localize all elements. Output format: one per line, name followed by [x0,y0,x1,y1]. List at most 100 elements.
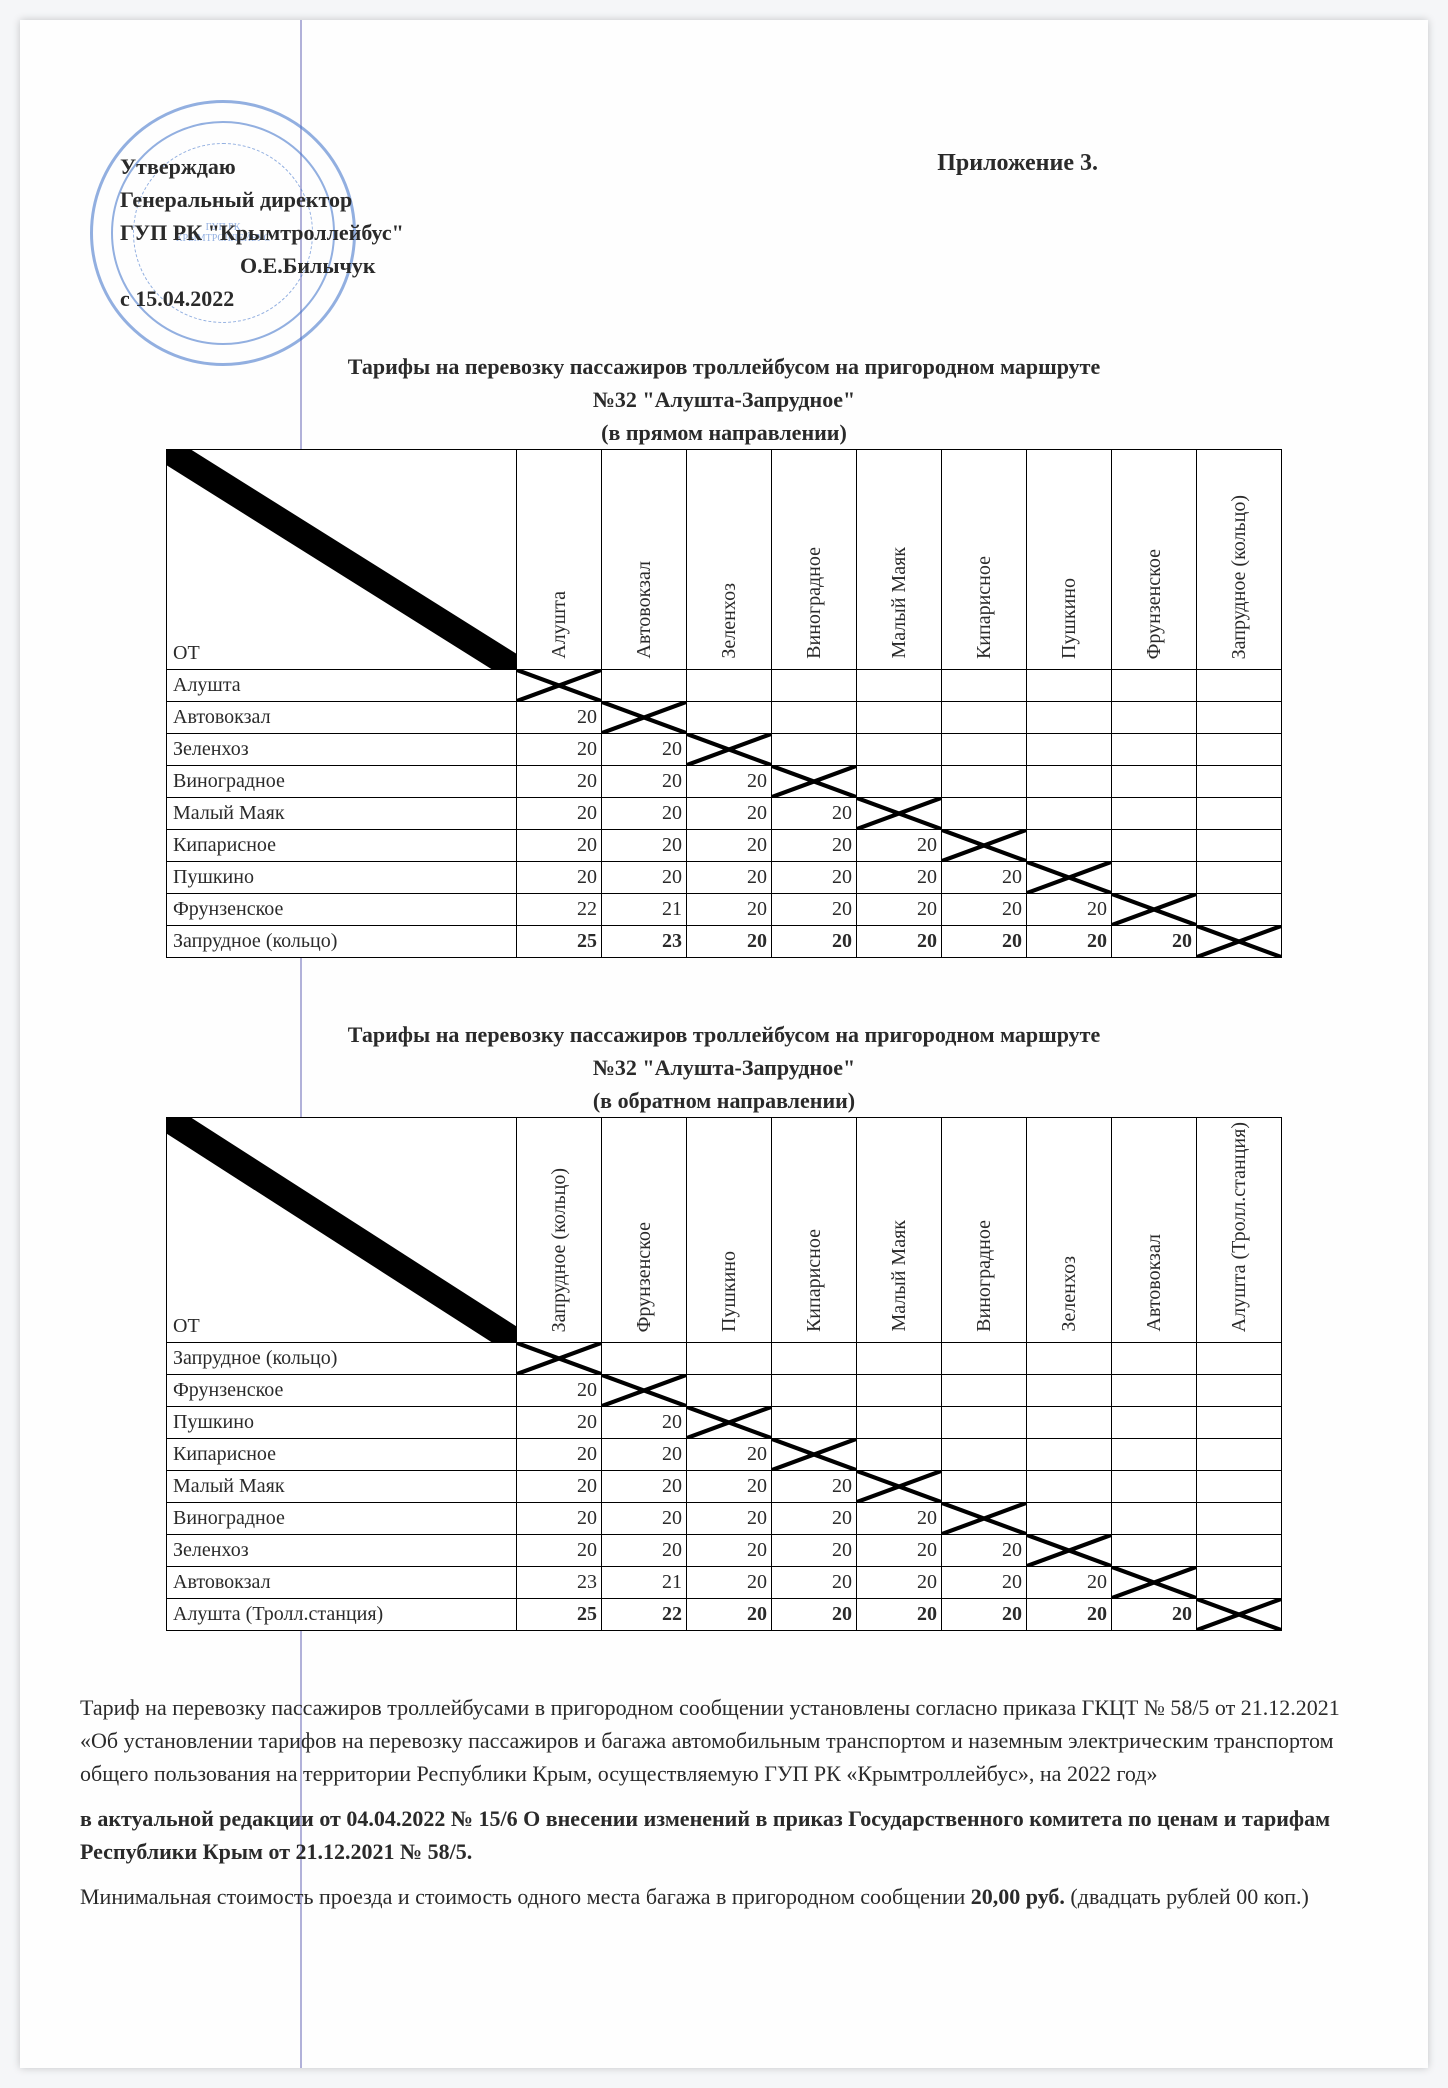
row-header: Виноградное [167,1503,517,1535]
table-row: Виноградное2020202020 [167,1503,1282,1535]
fare-cell: 20 [857,1599,942,1631]
fare-cell: 20 [602,1407,687,1439]
approval-line3: ГУП РК "Крымтроллейбус" [120,216,404,249]
fare-cell: 20 [772,1503,857,1535]
fare-cell: 20 [772,1567,857,1599]
table-row: Алушта (Тролл.станция)2522202020202020 [167,1599,1282,1631]
column-header: Автовокзал [1112,1118,1197,1343]
row-header: Фрунзенское [167,894,517,926]
fare-cell [602,1343,687,1375]
fare-cell: 20 [772,1535,857,1567]
fare-cell: 20 [687,862,772,894]
fare-cell [1027,1471,1112,1503]
fare-cell: 20 [602,830,687,862]
diagonal-cell [517,1343,602,1375]
footer-p2: в актуальной редакции от 04.04.2022 № 15… [80,1802,1368,1868]
fare-cell: 20 [517,1407,602,1439]
footer-p3: Минимальная стоимость проезда и стоимост… [80,1880,1368,1913]
approval-line2: Генеральный директор [120,183,404,216]
fare-cell [772,702,857,734]
approval-block: Утверждаю Генеральный директор ГУП РК "К… [120,150,404,315]
row-header: Фрунзенское [167,1375,517,1407]
fare-cell [772,1407,857,1439]
diagonal-cell [687,1407,772,1439]
fare-cell: 21 [602,1567,687,1599]
fare-cell: 20 [772,798,857,830]
fare-cell [1112,1471,1197,1503]
fare-cell: 20 [1112,926,1197,958]
fare-cell: 20 [517,1375,602,1407]
fare-cell: 20 [942,1535,1027,1567]
fare-cell [1112,1439,1197,1471]
fare-cell: 20 [687,1503,772,1535]
fare-cell [942,1407,1027,1439]
column-header: Кипарисное [772,1118,857,1343]
column-header: Фрунзенское [602,1118,687,1343]
fare-cell: 20 [602,1439,687,1471]
fare-cell: 20 [517,830,602,862]
fare-cell: 20 [602,1503,687,1535]
fare-cell: 20 [942,926,1027,958]
row-header: Автовокзал [167,1567,517,1599]
fare-cell: 20 [602,798,687,830]
fare-cell [1112,1407,1197,1439]
fare-cell [1027,798,1112,830]
row-header: Пушкино [167,862,517,894]
diagonal-cell [772,766,857,798]
fare-cell: 20 [772,1599,857,1631]
fare-cell [942,1439,1027,1471]
fare-cell [857,1439,942,1471]
fare-cell [1197,766,1282,798]
fare-cell [687,1375,772,1407]
fare-cell: 20 [772,830,857,862]
fare-cell: 20 [1027,926,1112,958]
fare-cell: 20 [857,830,942,862]
column-header: Запрудное (кольцо) [1197,450,1282,670]
corner-cell: ОТ [167,450,517,670]
approval-signer: О.Е.Билычук [120,249,404,282]
row-header: Малый Маяк [167,1471,517,1503]
fare-cell: 20 [687,894,772,926]
row-header: Зеленхоз [167,734,517,766]
fare-cell: 20 [517,1535,602,1567]
column-header: Пушкино [687,1118,772,1343]
fare-cell [1197,830,1282,862]
document-page: ГУП РККРЫМТРОЛЛЕЙБУС Приложение 3. Утвер… [20,20,1428,2068]
fare-cell: 20 [517,734,602,766]
fare-cell: 20 [687,798,772,830]
fare-cell: 20 [942,862,1027,894]
fare-cell [1112,862,1197,894]
fare-cell [857,734,942,766]
table-row: Виноградное202020 [167,766,1282,798]
table1-title-line3: (в прямом направлении) [80,416,1368,449]
diagonal-cell [1112,1567,1197,1599]
fare-cell [1197,862,1282,894]
fare-cell: 20 [687,830,772,862]
table-row: Фрунзенское22212020202020 [167,894,1282,926]
diagonal-cell [772,1439,857,1471]
fare-cell: 25 [517,1599,602,1631]
fare-cell: 23 [517,1567,602,1599]
column-header: Пушкино [1027,450,1112,670]
table1-title-line1: Тарифы на перевозку пассажиров троллейбу… [80,350,1368,383]
fare-cell: 20 [517,766,602,798]
fare-cell [942,670,1027,702]
fare-cell [1197,1503,1282,1535]
fare-cell: 20 [772,1471,857,1503]
column-header: Фрунзенское [1112,450,1197,670]
column-header: Алушта (Тролл.станция) [1197,1118,1282,1343]
fare-cell: 20 [942,1599,1027,1631]
footer-text: Тариф на перевозку пассажиров троллейбус… [80,1691,1368,1913]
table-row: Запрудное (кольцо) [167,1343,1282,1375]
fare-cell [942,1343,1027,1375]
column-header: Зеленхоз [1027,1118,1112,1343]
fare-cell [1197,702,1282,734]
fare-cell: 20 [772,862,857,894]
table-row: Зеленхоз2020 [167,734,1282,766]
fare-cell: 20 [857,894,942,926]
fare-cell: 20 [857,1567,942,1599]
table2-title-line2: №32 "Алушта-Запрудное" [80,1051,1368,1084]
fare-cell: 22 [517,894,602,926]
fare-cell [1027,670,1112,702]
row-header: Кипарисное [167,1439,517,1471]
